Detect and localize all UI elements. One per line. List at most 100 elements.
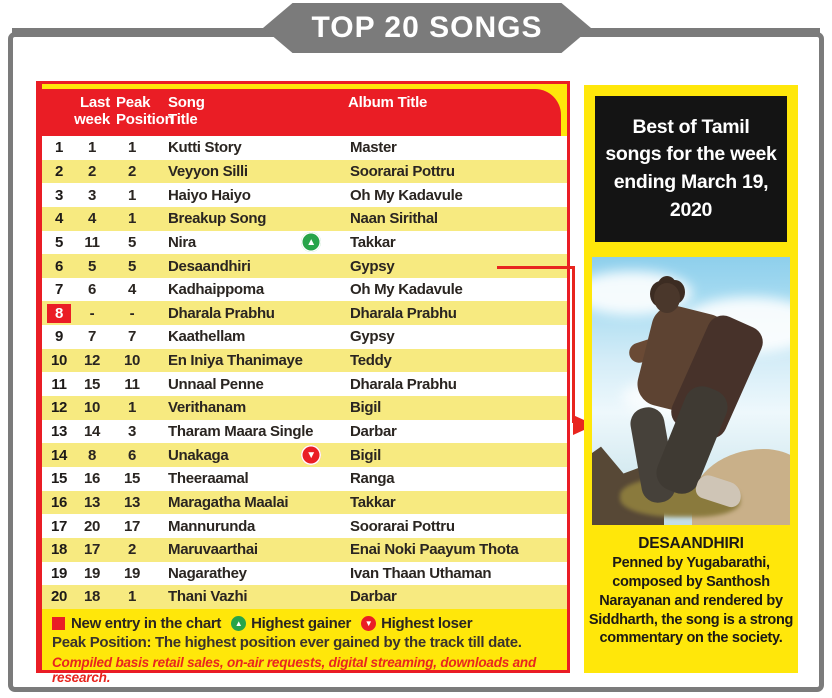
album-title-cell: Gypsy [350,257,395,275]
headline-box: Best of Tamil songs for the week ending … [595,96,787,242]
song-title-cell: Veyyon Silli [168,163,350,180]
song-title: Veyyon Silli [168,162,248,180]
song-title-cell: Unnaal Penne [168,376,350,393]
last-week-cell: 10 [83,399,101,417]
rank-value: 17 [50,517,68,535]
song-title: Unnaal Penne [168,375,264,393]
song-title-cell: Haiyo Haiyo [168,187,350,204]
album-title-cell: Bigil [350,399,381,417]
last-week-cell: 18 [83,588,101,606]
table-row: 11 15 11 Unnaal Penne Dharala Prabhu [42,372,567,397]
highest-gainer-icon: ▲ [231,615,247,631]
rank-cell: 13 [44,423,74,440]
table-row: 2 2 2 Veyyon Silli Soorarai Pottru [42,159,567,184]
peak-position-cell: 7 [127,328,137,346]
compiled-note: Compiled basis retail sales, on-air requ… [52,654,537,685]
rank-value: 3 [54,186,64,204]
song-title: Nagarathey [168,564,247,582]
rank-value: 1 [54,139,64,157]
album-title-cell: Ivan Thaan Uthaman [350,564,492,582]
song-title: Desaandhiri [168,257,251,275]
highest-loser-icon: ▼ [361,615,377,631]
album-title-cell: Darbar [350,423,397,440]
album-title-cell: Teddy [350,352,392,370]
song-title: Mannurunda [168,517,255,535]
song-title: Thani Vazhi [168,588,248,606]
album-title-cell: Dharala Prabhu [350,304,457,322]
album-title-cell: Enai Noki Paayum Thota [350,541,519,559]
song-title-cell: Maragatha Maalai [168,494,350,511]
album-title-cell: Naan Sirithal [350,210,438,228]
album-title-cell: Soorarai Pottru [350,517,455,535]
rank-cell: 10 [44,352,74,369]
last-week-cell: 20 [83,517,101,535]
table-row: 13 14 3 Tharam Maara Single Darbar [42,419,567,444]
peak-position-cell: 4 [127,281,137,299]
last-week-cell: 5 [87,257,97,275]
rank-value: 2 [54,162,64,180]
song-title: Unakaga [168,446,229,464]
rank-value: 12 [50,399,68,417]
peak-position-cell: 1 [127,210,137,228]
last-week-cell: 13 [83,493,101,511]
rank-value: 14 [50,446,68,464]
song-title-cell: Nagarathey [168,565,350,582]
peak-position-cell: 13 [123,493,141,511]
peak-position-cell: 5 [127,233,137,251]
song-title: Kutti Story [168,139,242,157]
rank-value: 5 [54,233,64,251]
song-title: Verithanam [168,399,246,417]
peak-position-cell: 1 [127,588,137,606]
album-title-cell: Soorarai Pottru [350,162,455,180]
last-week-cell: - [89,304,95,322]
peak-position-cell: 11 [124,375,140,393]
rank-cell: 3 [44,187,74,204]
song-title-cell: Kadhaippoma [168,281,350,298]
song-title-cell: Nira ▲ [168,232,350,253]
legend-new-entry-label: New entry in the chart [71,614,222,632]
sidebar: Best of Tamil songs for the week ending … [584,85,798,673]
song-title-cell: Kutti Story [168,139,350,156]
album-title-cell: Gypsy [350,328,395,346]
table-row: 15 16 15 Theeraamal Ranga [42,466,567,491]
table-row: 17 20 17 Mannurunda Soorarai Pottru [42,514,567,538]
song-title-cell: Breakup Song [168,210,350,227]
rank-cell: 9 [44,328,74,345]
table-row: 20 18 1 Thani Vazhi Darbar [42,585,567,609]
last-week-cell: 19 [83,564,101,582]
caption-body: Penned by Yugabarathi, composed by Santh… [588,555,794,647]
last-week-cell: 6 [87,281,97,299]
album-title-cell: Oh My Kadavule [350,186,463,204]
last-week-cell: 3 [87,186,97,204]
callout-line-horizontal [497,266,575,269]
rank-cell: 17 [44,518,74,535]
rank-value: 10 [50,352,68,370]
last-week-cell: 11 [84,233,100,251]
legend-gainer-label: Highest gainer [251,614,352,632]
song-title: Breakup Song [168,210,267,228]
rank-cell: 4 [44,210,74,227]
table-row: 16 13 13 Maragatha Maalai Takkar [42,490,567,515]
song-title-cell: Thani Vazhi [168,588,350,605]
table-row: 10 12 10 En Iniya Thanimaye Teddy [42,348,567,373]
song-title-cell: Dharala Prabhu [168,305,350,322]
rank-value: 9 [54,328,64,346]
highest-gainer-icon: ▲ [301,232,321,253]
song-title: Kadhaippoma [168,281,264,299]
album-title-cell: Ranga [350,470,395,488]
col-header-album-title: Album Title [348,94,428,111]
table-row: 3 3 1 Haiyo Haiyo Oh My Kadavule [42,183,567,207]
rank-cell: 8 [44,303,74,323]
table-row: 12 10 1 Verithanam Bigil [42,396,567,420]
table-row: 9 7 7 Kaathellam Gypsy [42,325,567,349]
song-title-cell: Kaathellam [168,328,350,345]
song-title: Tharam Maara Single [168,423,314,440]
rank-cell: 11 [44,376,74,393]
last-week-cell: 17 [83,541,101,559]
peak-position-cell: - [129,304,135,322]
last-week-cell: 12 [83,352,101,370]
song-title-cell: En Iniya Thanimaye [168,352,350,369]
album-title-cell: Bigil [350,446,381,464]
rank-value: 7 [54,281,64,299]
